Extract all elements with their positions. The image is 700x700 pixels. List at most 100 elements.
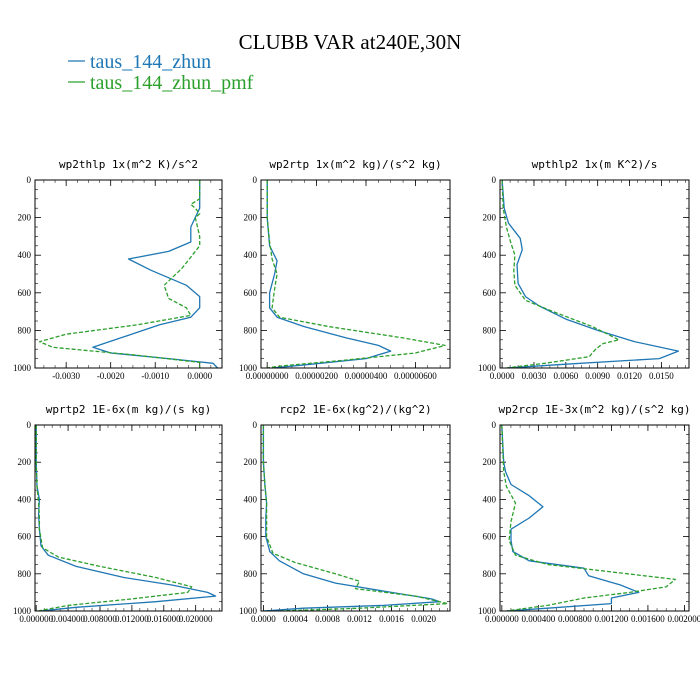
- x-tick-label: 0.00000000: [246, 371, 289, 381]
- y-tick-label: 200: [483, 457, 497, 467]
- x-tick-label: 0.0000: [490, 371, 515, 381]
- x-tick-label: 0.012000: [115, 614, 149, 624]
- panels: wp2thlp 1x(m^2 K)/s^2 0 200 400 600 800 1000 -0…: [13, 158, 700, 624]
- x-tick-label: -0.0020: [97, 371, 125, 381]
- x-tick-label: 0.0150: [649, 371, 674, 381]
- panel-title: wp2rtp 1x(m^2 kg)/(s^2 kg): [269, 158, 441, 171]
- figure-title: CLUBB VAR at240E,30N: [239, 30, 462, 54]
- series-line-zhun: [92, 180, 218, 368]
- y-tick-label: 1000: [13, 363, 32, 373]
- series-line-zhun-pmf: [501, 180, 620, 368]
- x-tick-label: 0.020000: [179, 614, 213, 624]
- series-line-zhun: [501, 425, 640, 611]
- x-tick-label: 0.000000: [485, 614, 519, 624]
- x-tick-label: 0.00000400: [345, 371, 388, 381]
- y-tick-label: 600: [18, 532, 32, 542]
- y-tick-label: 800: [244, 325, 258, 335]
- y-tick-label: 1000: [239, 363, 258, 373]
- y-tick-label: 0: [492, 420, 497, 430]
- y-tick-label: 400: [483, 250, 497, 260]
- x-tick-label: 0.0030: [522, 371, 547, 381]
- y-tick-label: 0: [27, 420, 32, 430]
- x-tick-label: 0.000000: [19, 614, 53, 624]
- x-tick-label: 0.000400: [521, 614, 555, 624]
- y-tick-label: 0: [492, 175, 497, 185]
- series-line-zhun-pmf: [266, 180, 446, 368]
- y-tick-label: 800: [483, 569, 497, 579]
- panel-2: wp2rtp 1x(m^2 kg)/(s^2 kg) 0 200 400 600 800 1…: [239, 158, 451, 381]
- x-tick-label: 0.0060: [553, 371, 578, 381]
- x-tick-label: 0.000800: [558, 614, 592, 624]
- plot-frame: [34, 424, 223, 612]
- panel-title: wprtp2 1E-6x(m kg)/(s kg): [46, 403, 212, 416]
- y-tick-label: 1000: [478, 606, 497, 616]
- plot-frame: [499, 424, 690, 612]
- y-tick-label: 800: [18, 569, 32, 579]
- y-tick-label: 200: [244, 457, 258, 467]
- y-tick-label: 600: [18, 288, 32, 298]
- y-tick-label: 400: [483, 494, 497, 504]
- y-tick-label: 600: [483, 288, 497, 298]
- panel-3: wpthlp2 1x(m K^2)/s020040060080010000.00…: [478, 158, 690, 381]
- y-tick-label: 1000: [478, 363, 497, 373]
- panel-title: rcp2 1E-6x(kg^2)/(kg^2): [279, 403, 431, 416]
- plot-frame: [499, 179, 690, 369]
- x-tick-label: 0.001600: [631, 614, 665, 624]
- plot-frame: [260, 179, 451, 369]
- panel-title: wp2rcp 1E-3x(m^2 kg)/(s^2 kg): [498, 403, 690, 416]
- legend-label-zhun-pmf: taus_144_zhun_pmf: [90, 72, 254, 94]
- series-line-zhun-pmf: [35, 425, 193, 611]
- y-tick-label: 200: [18, 213, 32, 223]
- y-tick-label: 200: [244, 213, 258, 223]
- legend-label-zhun: taus_144_zhun: [90, 51, 211, 73]
- panel-4: wprtp2 1E-6x(m kg)/(s kg) 0 200 400 600 800 10…: [13, 403, 223, 624]
- y-tick-label: 1000: [239, 606, 258, 616]
- x-tick-label: 0.008000: [83, 614, 117, 624]
- y-tick-label: 0: [253, 420, 258, 430]
- series-line-zhun: [262, 425, 441, 611]
- x-tick-label: 0.0000: [187, 371, 212, 381]
- plot-frame: [34, 179, 223, 369]
- x-tick-label: 0.016000: [147, 614, 181, 624]
- x-tick-label: 0.0016: [379, 614, 404, 624]
- y-tick-label: 800: [483, 325, 497, 335]
- panel-title: wpthlp2 1x(m K^2)/s: [532, 158, 658, 171]
- panel-1: wp2thlp 1x(m^2 K)/s^2 0 200 400 600 800 1000 -0…: [13, 158, 223, 381]
- y-tick-label: 0: [27, 175, 32, 185]
- y-tick-label: 400: [18, 250, 32, 260]
- series-line-zhun-pmf: [262, 425, 449, 611]
- y-tick-label: 600: [483, 532, 497, 542]
- y-tick-label: 200: [18, 457, 32, 467]
- x-tick-label: 0.00000200: [295, 371, 338, 381]
- y-tick-label: 400: [244, 494, 258, 504]
- x-tick-label: 0.004000: [51, 614, 85, 624]
- plot-frame: [260, 424, 451, 612]
- y-tick-label: 800: [18, 325, 32, 335]
- panel-title: wp2thlp 1x(m^2 K)/s^2: [59, 158, 198, 171]
- x-tick-label: 0.0008: [315, 614, 340, 624]
- panel-6: wp2rcp 1E-3x(m^2 kg)/(s^2 kg)0 200 400 600 8…: [478, 403, 700, 624]
- x-tick-label: 0.0020: [411, 614, 436, 624]
- x-tick-label: 0.0120: [617, 371, 642, 381]
- x-tick-label: 0.0004: [283, 614, 308, 624]
- x-tick-label: -0.0030: [52, 371, 80, 381]
- x-tick-label: 0.0012: [347, 614, 372, 624]
- y-tick-label: 1000: [13, 606, 32, 616]
- y-tick-label: 800: [244, 569, 258, 579]
- x-tick-label: 0.00000600: [394, 371, 437, 381]
- x-tick-label: 0.0000: [251, 614, 276, 624]
- x-tick-label: -0.0010: [141, 371, 169, 381]
- y-tick-label: 600: [244, 532, 258, 542]
- y-tick-label: 0: [253, 175, 258, 185]
- x-tick-label: 0.002000: [668, 614, 700, 624]
- y-tick-label: 200: [483, 213, 497, 223]
- series-line-zhun: [266, 180, 392, 368]
- series-line-zhun: [501, 180, 680, 368]
- panel-5: rcp2 1E-6x(kg^2)/(kg^2) 0 200 400 600 800 1000…: [239, 403, 451, 624]
- series-line-zhun-pmf: [501, 425, 676, 611]
- x-tick-label: 0.0090: [585, 371, 610, 381]
- series-line-zhun-pmf: [38, 180, 201, 368]
- y-tick-label: 400: [244, 250, 258, 260]
- x-tick-label: 0.001200: [595, 614, 629, 624]
